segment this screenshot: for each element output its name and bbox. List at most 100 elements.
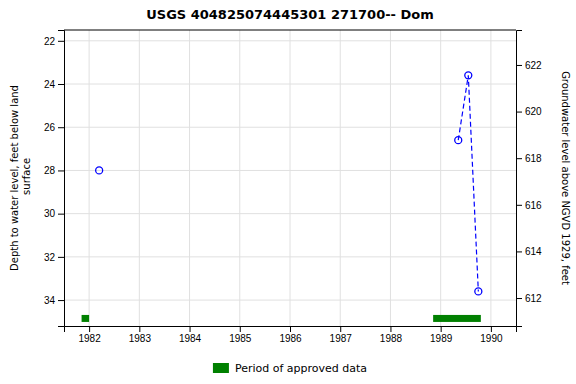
tick: 26 [44, 122, 64, 133]
tick-label: 1986 [279, 333, 302, 344]
grid-line [64, 256, 516, 257]
point [96, 167, 103, 174]
tick: 1988 [380, 326, 403, 344]
tick-label: 1984 [179, 333, 202, 344]
grid-line [64, 213, 516, 214]
bar [82, 315, 90, 322]
tick-label: 618 [525, 153, 542, 164]
tick: 622 [516, 60, 542, 71]
data [82, 72, 482, 322]
tick-label: 1983 [129, 333, 152, 344]
frame [64, 30, 516, 31]
legend-swatch [213, 363, 229, 373]
tick: 28 [44, 165, 64, 176]
tick: 32 [44, 252, 64, 263]
tick-mark [390, 326, 391, 332]
tick-label: 26 [44, 122, 56, 133]
grid-line [290, 30, 291, 326]
y-axis: 22 24 26 28 30 32 34 [44, 31, 65, 327]
chart: 1982 1983 1984 1985 1986 1987 1988 1989 1990 22 24… [0, 0, 576, 384]
tick-label: 1982 [78, 333, 101, 344]
tick: 1986 [279, 326, 302, 344]
tick-label: 28 [44, 165, 56, 176]
tick-mark [58, 257, 64, 258]
tick-mark [516, 112, 522, 113]
tick-mark [58, 214, 64, 215]
tick-mark [89, 326, 90, 332]
tick: 612 [516, 293, 542, 304]
tick: 1990 [480, 326, 503, 344]
title: USGS 404825074445301 271700-- Dom [146, 7, 434, 22]
tick-label: 32 [44, 252, 56, 263]
tick-mark [58, 170, 64, 171]
grid-line [139, 30, 140, 326]
tick-mark [240, 326, 241, 332]
tick-label: 616 [525, 200, 542, 211]
tick: 1985 [229, 326, 252, 344]
grid-line [440, 30, 441, 326]
y-axis-label: Depth to water level, feet below land su… [9, 85, 32, 271]
grid-line [64, 127, 516, 128]
grid-line [390, 30, 391, 326]
axis-line [58, 31, 65, 327]
grid-line [64, 40, 516, 41]
tick: 30 [44, 208, 64, 219]
grid-line [239, 30, 240, 326]
tick-mark [58, 300, 64, 301]
tick: 1984 [179, 326, 202, 344]
tick-mark [58, 127, 64, 128]
tick: 618 [516, 153, 542, 164]
tick: 22 [44, 36, 64, 47]
tick-mark [516, 65, 522, 66]
x-axis: 1982 1983 1984 1985 1986 1987 1988 1989 1990 [65, 326, 517, 344]
grid-line [340, 30, 341, 326]
tick-mark [58, 41, 64, 42]
tick: 34 [44, 295, 64, 306]
tick: 1982 [78, 326, 101, 344]
tick-mark [340, 326, 341, 332]
tick-mark [139, 326, 140, 332]
tick-mark [516, 205, 522, 206]
tick-label: 1985 [229, 333, 252, 344]
grid-line [64, 300, 516, 301]
tick-mark [58, 84, 64, 85]
tick-label: 620 [525, 106, 542, 117]
grid-line [189, 30, 190, 326]
axis-line [65, 327, 517, 333]
grid [64, 30, 516, 326]
y2-axis-label: Groundwater level above NGVD 1929, feet [560, 71, 571, 285]
axis-line [517, 31, 523, 327]
tick: 616 [516, 200, 542, 211]
tick-label: 1987 [330, 333, 353, 344]
tick-label: 34 [44, 295, 56, 306]
grid-line [89, 30, 90, 326]
tick: 1983 [129, 326, 152, 344]
tick-label: 24 [44, 79, 56, 90]
tick: 620 [516, 106, 542, 117]
tick-label: 622 [525, 60, 542, 71]
tick-mark [290, 326, 291, 332]
legend: Period of approved data [213, 362, 367, 375]
line [458, 75, 478, 291]
tick-mark [516, 158, 522, 159]
tick-mark [516, 251, 522, 252]
tick-label: 1990 [480, 333, 503, 344]
legend-label: Period of approved data [235, 362, 367, 375]
tick-label: 22 [44, 36, 56, 47]
tick: 1987 [330, 326, 353, 344]
tick: 24 [44, 79, 64, 90]
grid-line [64, 84, 516, 85]
y2-axis: 612 614 616 618 620 622 [516, 31, 542, 327]
tick-mark [190, 326, 191, 332]
tick-mark [516, 298, 522, 299]
bar [433, 315, 481, 322]
grid-line [64, 170, 516, 171]
tick-label: 612 [525, 293, 542, 304]
tick-mark [491, 326, 492, 332]
tick-label: 1988 [380, 333, 403, 344]
tick-label: 1989 [430, 333, 453, 344]
grid-line [490, 30, 491, 326]
tick: 1989 [430, 326, 453, 344]
legend-item: Period of approved data [213, 362, 367, 375]
tick: 614 [516, 246, 542, 257]
